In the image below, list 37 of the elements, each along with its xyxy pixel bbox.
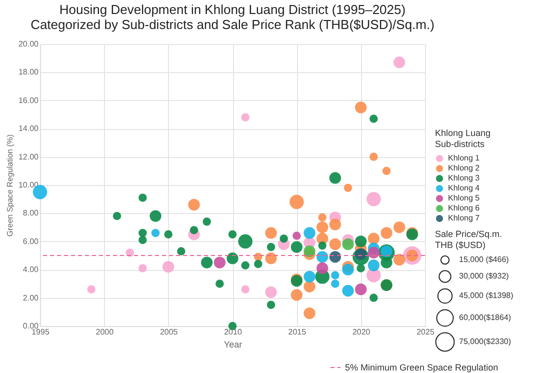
legend-label: 60,000($1864) <box>459 313 512 322</box>
y-axis-title: Green Space Regulation (%) <box>5 134 14 237</box>
x-tick-label: 2005 <box>160 328 178 336</box>
y-tick-label: 8.00 <box>22 208 40 218</box>
x-tick-label: 2025 <box>416 328 435 336</box>
y-tick-label: 12.00 <box>18 152 40 162</box>
x-tick-label: 1995 <box>32 328 50 336</box>
legend-label: 75,000($2330) <box>459 337 512 346</box>
y-tick-label: 10.00 <box>18 180 40 190</box>
y-tick-label: 2.00 <box>22 293 40 302</box>
chart-title: Housing Development in Khlong Luang District (1995–2025) <box>59 2 406 17</box>
x-axis-title: Year <box>224 340 242 350</box>
legend-label: 5% Minimum Green Space Regulation <box>345 362 498 372</box>
y-tick-label: 18.00 <box>18 68 40 77</box>
legend-label: Khlong 5 <box>448 194 480 202</box>
legend-label: 15,000 ($466) <box>459 255 510 264</box>
legend-title: Khlong Luang Sub-districts <box>435 128 491 149</box>
legend-label: Khlong 6 <box>448 204 480 212</box>
legend-label: Khlong 1 <box>448 154 480 162</box>
x-tick-label: 2015 <box>288 328 307 336</box>
legend-label: Khlong 4 <box>448 184 480 192</box>
y-tick-label: 0.00 <box>22 322 40 330</box>
y-tick-label: 4.00 <box>22 265 40 274</box>
x-tick-label: 2000 <box>96 328 114 336</box>
x-tick-label: 2020 <box>352 328 371 336</box>
y-tick-label: 14.00 <box>18 124 40 134</box>
y-tick-label: 6.00 <box>22 236 40 246</box>
legend-label: 30,000 ($932) <box>459 272 510 280</box>
legend-label: Khlong 7 <box>448 214 480 222</box>
legend-label: Khlong 2 <box>448 164 480 172</box>
y-tick-label: 16.00 <box>18 96 40 105</box>
chart-subtitle: Categorized by Sub-districts and Sale Price Rank (THB($USD)/Sq.m.) <box>30 17 434 32</box>
x-tick-label: 2010 <box>224 328 242 336</box>
legend-label: 45,000 ($1398) <box>459 291 514 300</box>
legend-label: Khlong 3 <box>448 174 480 182</box>
y-tick-label: 20.00 <box>18 40 40 48</box>
text: Sale Price/Sq.m. THB ($USD) <box>435 229 502 250</box>
